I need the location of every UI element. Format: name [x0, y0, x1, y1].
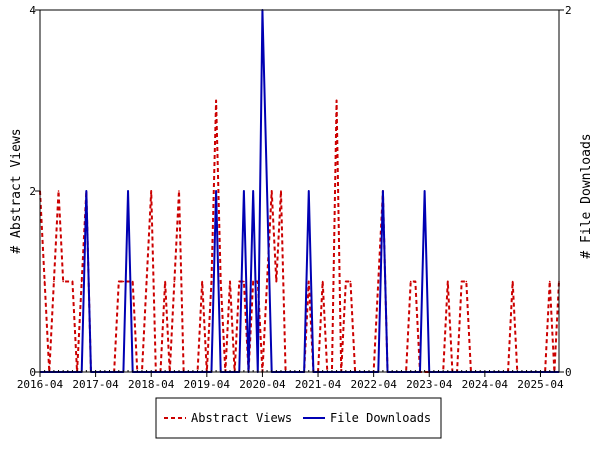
data-point-abstract-views: [80, 280, 83, 283]
data-point-abstract-views: [145, 280, 148, 283]
data-point-abstract-views: [321, 280, 324, 283]
x-tick-label-2023-04: 2023-04: [406, 378, 453, 391]
legend-box: [155, 397, 442, 439]
data-point-abstract-views: [270, 190, 273, 192]
y-axis-left-title: # Abstract Views: [9, 128, 24, 253]
data-point-abstract-views: [266, 280, 268, 283]
data-point-abstract-views: [307, 280, 310, 283]
x-tick-label-2021-04: 2021-04: [295, 378, 342, 391]
data-point-file-downloads: [266, 190, 268, 192]
y-left-tick-label-4: 4: [29, 4, 36, 17]
data-point-file-downloads: [252, 190, 254, 192]
data-point-abstract-views: [43, 280, 46, 283]
legend: Abstract Views File Downloads: [155, 397, 442, 439]
x-tick-label-2020-04: 2020-04: [239, 378, 286, 391]
data-point-file-downloads: [215, 190, 217, 192]
data-point-abstract-views: [62, 280, 64, 283]
data-point-abstract-views: [414, 280, 417, 283]
x-tick-label-2017-04: 2017-04: [72, 378, 119, 391]
x-tick-label-2016-04: 2016-04: [17, 378, 64, 391]
data-point-abstract-views: [219, 280, 222, 283]
data-point-abstract-views: [238, 280, 241, 283]
y-right-tick-label-2: 2: [565, 4, 572, 17]
data-point-abstract-views: [229, 280, 231, 283]
data-point-abstract-views: [164, 280, 166, 283]
data-point-abstract-views: [335, 99, 338, 102]
data-point-abstract-views: [131, 280, 134, 283]
y-left-tick-label-0: 0: [29, 366, 36, 379]
data-point-abstract-views: [275, 280, 278, 283]
data-point-abstract-views: [127, 280, 129, 283]
data-point-abstract-views: [150, 190, 153, 192]
data-point-file-downloads: [127, 190, 129, 192]
data-point-file-downloads: [307, 190, 310, 192]
data-point-abstract-views: [117, 280, 120, 283]
data-point-abstract-views: [57, 190, 60, 192]
data-point-abstract-views: [215, 99, 217, 102]
data-point-abstract-views: [446, 280, 449, 283]
x-tick-label-2019-04: 2019-04: [184, 378, 231, 391]
data-point-abstract-views: [71, 280, 74, 283]
data-point-file-downloads: [382, 190, 384, 192]
data-point-abstract-views: [280, 190, 282, 192]
data-point-abstract-views: [345, 280, 347, 283]
data-point-abstract-views: [349, 280, 352, 283]
y-right-tick-label-0: 0: [565, 366, 572, 379]
data-point-abstract-views: [178, 190, 180, 192]
legend-label-file-downloads: File Downloads: [330, 411, 431, 425]
data-point-abstract-views: [548, 280, 551, 283]
data-point-file-downloads: [423, 190, 426, 192]
legend-label-abstract-views: Abstract Views: [191, 411, 292, 425]
x-tick-label-2022-04: 2022-04: [350, 378, 397, 391]
data-point-file-downloads: [243, 190, 245, 192]
data-point-abstract-views: [210, 280, 213, 283]
data-point-abstract-views: [53, 280, 55, 283]
x-tick-label-2018-04: 2018-04: [128, 378, 175, 391]
data-point-abstract-views: [67, 280, 69, 283]
x-tick-label-2025-04: 2025-04: [517, 378, 564, 391]
data-point-abstract-views: [377, 280, 380, 283]
data-point-abstract-views: [465, 280, 468, 283]
y-axis-right-title: # File Downloads: [579, 133, 594, 258]
data-point-abstract-views: [409, 280, 412, 283]
data-point-abstract-views: [122, 280, 125, 283]
y-left-tick-label-2: 2: [29, 185, 36, 198]
data-point-abstract-views: [252, 280, 254, 283]
data-point-abstract-views: [460, 280, 463, 283]
data-point-abstract-views: [173, 280, 176, 283]
data-point-abstract-views: [511, 280, 514, 283]
data-point-abstract-views: [201, 280, 203, 283]
axes: 2016-04 2017-04 2018-04 2019-04 2020-04 2021-…: [17, 4, 572, 391]
x-tick-label-2024-04: 2024-04: [462, 378, 509, 391]
data-point-file-downloads: [85, 190, 88, 192]
data-point-abstract-views: [243, 280, 245, 283]
